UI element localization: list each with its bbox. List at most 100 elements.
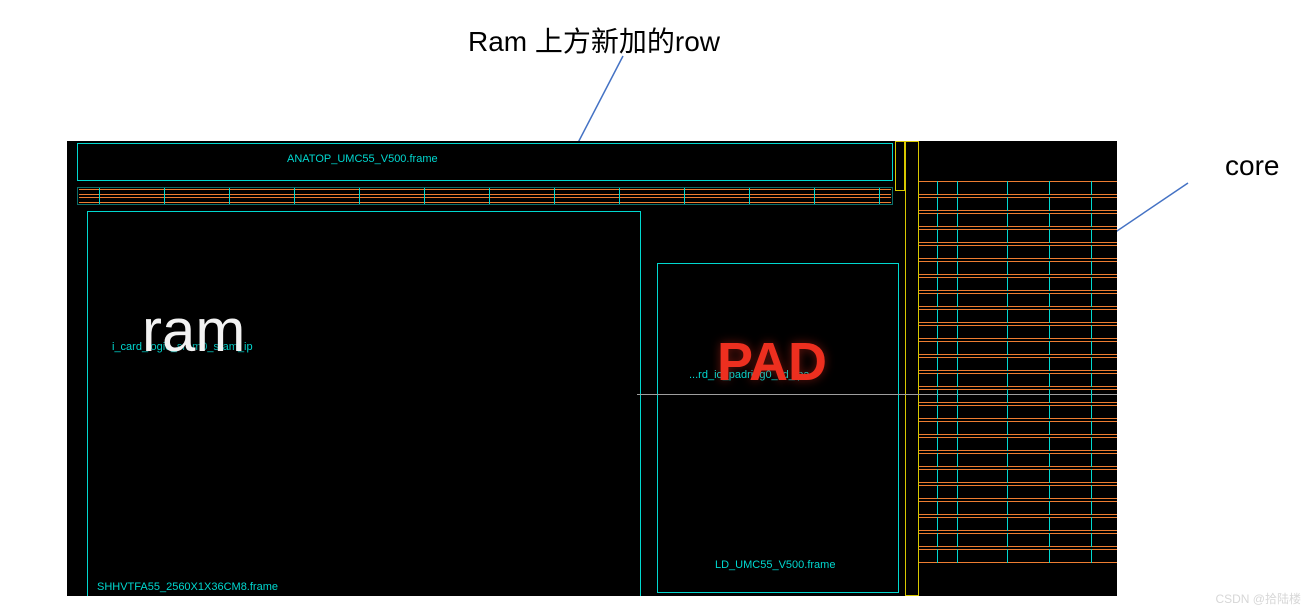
core-row-tick bbox=[957, 405, 958, 419]
core-row-tick bbox=[1007, 421, 1008, 435]
core-row-tick bbox=[937, 277, 938, 291]
core-row-tick bbox=[1091, 533, 1092, 547]
row-tick bbox=[749, 188, 750, 204]
core-row bbox=[919, 245, 1117, 259]
core-row-tick bbox=[1007, 533, 1008, 547]
ram-frame-label: SHHVTFA55_2560X1X36CM8.frame bbox=[97, 581, 278, 593]
core-row-tick bbox=[1091, 309, 1092, 323]
core-row-tick bbox=[957, 357, 958, 371]
core-row bbox=[919, 181, 1117, 195]
row-tick bbox=[554, 188, 555, 204]
core-row-tick bbox=[937, 389, 938, 403]
core-row bbox=[919, 501, 1117, 515]
core-row bbox=[919, 325, 1117, 339]
core-row-tick bbox=[937, 325, 938, 339]
core-row-tick bbox=[1091, 197, 1092, 211]
core-row-tick bbox=[1049, 357, 1050, 371]
core-row-tick bbox=[1091, 357, 1092, 371]
core-row bbox=[919, 533, 1117, 547]
core-row-tick bbox=[937, 421, 938, 435]
row-tick bbox=[229, 188, 230, 204]
core-row-tick bbox=[1091, 549, 1092, 563]
core-row-tick bbox=[1091, 181, 1092, 195]
core-row-tick bbox=[1091, 261, 1092, 275]
core-row-tick bbox=[1091, 325, 1092, 339]
pad-frame-outline bbox=[657, 263, 899, 593]
core-row-tick bbox=[1049, 293, 1050, 307]
core-row-tick bbox=[957, 245, 958, 259]
core-row bbox=[919, 261, 1117, 275]
core-row-tick bbox=[1049, 485, 1050, 499]
core-row-tick bbox=[1049, 405, 1050, 419]
core-row-tick bbox=[957, 485, 958, 499]
core-row-tick bbox=[937, 229, 938, 243]
core-row-tick bbox=[937, 469, 938, 483]
core-row-tick bbox=[957, 181, 958, 195]
core-row-tick bbox=[1007, 517, 1008, 531]
row-tick bbox=[619, 188, 620, 204]
pad-frame-label: LD_UMC55_V500.frame bbox=[715, 559, 835, 571]
core-row-tick bbox=[1049, 533, 1050, 547]
core-row-tick bbox=[937, 405, 938, 419]
core-row-tick bbox=[1091, 405, 1092, 419]
core-row-tick bbox=[1007, 485, 1008, 499]
core-row bbox=[919, 421, 1117, 435]
core-row bbox=[919, 453, 1117, 467]
row-tick bbox=[814, 188, 815, 204]
core-row-tick bbox=[1007, 229, 1008, 243]
core-row-tick bbox=[1091, 373, 1092, 387]
core-row-tick bbox=[957, 389, 958, 403]
core-row-tick bbox=[957, 309, 958, 323]
core-row-tick bbox=[937, 341, 938, 355]
core-row-tick bbox=[937, 261, 938, 275]
core-row-tick bbox=[957, 213, 958, 227]
row-tick bbox=[294, 188, 295, 204]
core-row-tick bbox=[1091, 277, 1092, 291]
core-row-tick bbox=[1091, 453, 1092, 467]
core-row-tick bbox=[1049, 517, 1050, 531]
core-row bbox=[919, 341, 1117, 355]
row-tick bbox=[424, 188, 425, 204]
pad-overlay-label: PAD bbox=[717, 331, 827, 393]
core-row bbox=[919, 229, 1117, 243]
core-row-tick bbox=[1007, 389, 1008, 403]
row-tick bbox=[99, 188, 100, 204]
core-row-tick bbox=[1007, 261, 1008, 275]
core-row-tick bbox=[1091, 517, 1092, 531]
core-row-tick bbox=[957, 453, 958, 467]
core-row-tick bbox=[1049, 325, 1050, 339]
core-row bbox=[919, 549, 1117, 563]
core-row-tick bbox=[1049, 501, 1050, 515]
core-row-tick bbox=[1091, 213, 1092, 227]
core-row-tick bbox=[937, 357, 938, 371]
core-row-tick bbox=[1091, 245, 1092, 259]
core-row-tick bbox=[1091, 229, 1092, 243]
core-row bbox=[919, 517, 1117, 531]
core-row-tick bbox=[1007, 341, 1008, 355]
ram-frame-outline bbox=[87, 211, 641, 596]
core-row-tick bbox=[957, 293, 958, 307]
core-row-tick bbox=[937, 245, 938, 259]
core-row-tick bbox=[937, 453, 938, 467]
core-row-tick bbox=[957, 277, 958, 291]
core-row-tick bbox=[957, 341, 958, 355]
core-row-tick bbox=[957, 197, 958, 211]
core-row-tick bbox=[1049, 197, 1050, 211]
core-row-tick bbox=[1007, 373, 1008, 387]
core-row-tick bbox=[957, 437, 958, 451]
core-row-tick bbox=[957, 517, 958, 531]
core-row-tick bbox=[1007, 213, 1008, 227]
core-row-tick bbox=[1049, 213, 1050, 227]
core-row bbox=[919, 309, 1117, 323]
ram-overlay-label: ram bbox=[142, 296, 245, 365]
core-row-tick bbox=[937, 485, 938, 499]
core-row-tick bbox=[1007, 325, 1008, 339]
row-tick bbox=[879, 188, 880, 204]
row-tick bbox=[684, 188, 685, 204]
core-row-tick bbox=[1007, 245, 1008, 259]
core-row-tick bbox=[1049, 469, 1050, 483]
core-row-tick bbox=[937, 181, 938, 195]
core-row-tick bbox=[1049, 437, 1050, 451]
row-tick bbox=[164, 188, 165, 204]
core-row-tick bbox=[1049, 373, 1050, 387]
